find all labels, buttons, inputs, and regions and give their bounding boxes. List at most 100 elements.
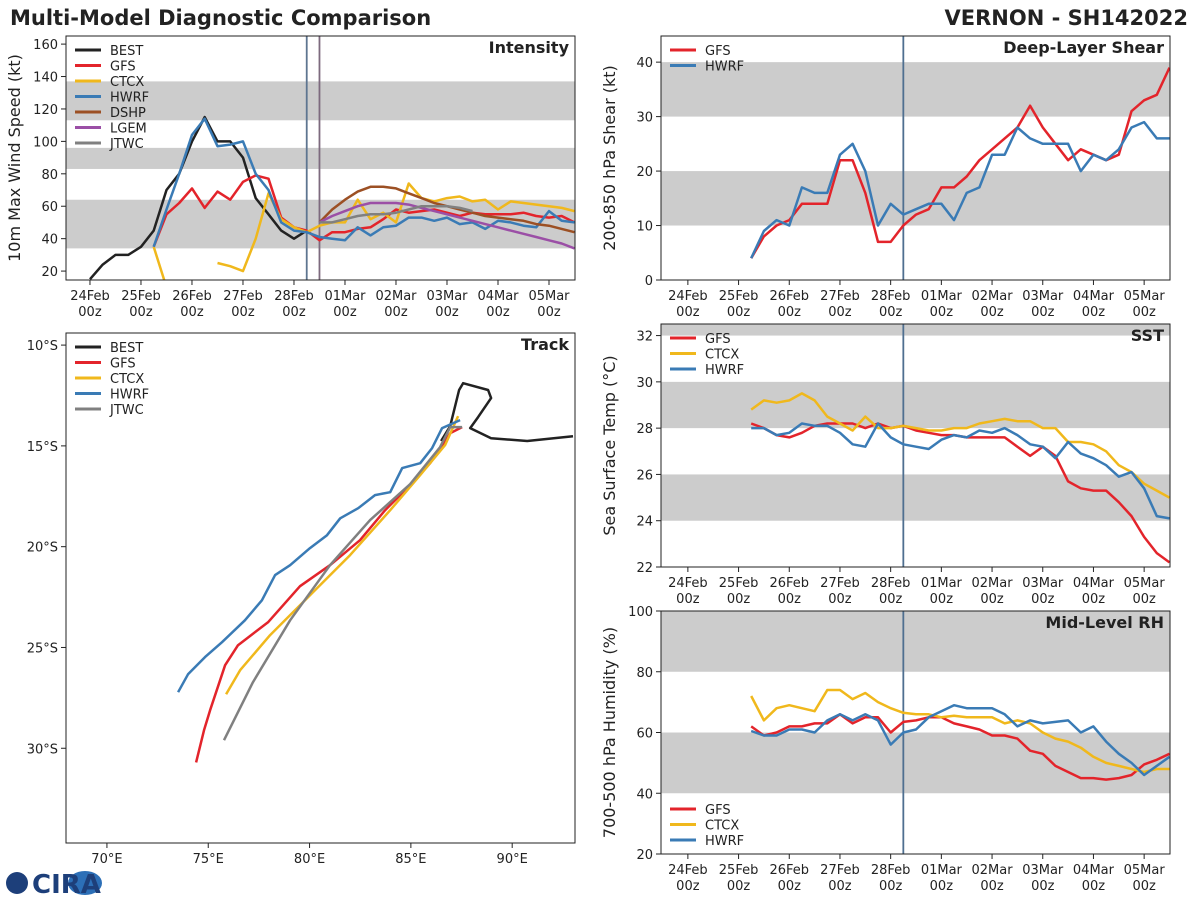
series-line xyxy=(750,703,1170,777)
x-tick-label: 01Mar 00z xyxy=(921,289,963,320)
legend-label: CTCX xyxy=(110,372,144,387)
logo-text: CIRA xyxy=(32,870,101,900)
band xyxy=(661,171,1170,226)
plot-area xyxy=(661,611,1170,854)
y-tick-label: 60 xyxy=(41,200,58,215)
legend-item: CTCX xyxy=(670,348,739,363)
legend-label: BEST xyxy=(110,341,143,356)
legend-item: BEST xyxy=(75,341,143,356)
x-tick-label: 80°E xyxy=(294,852,325,867)
x-tick-label: 01Mar 00z xyxy=(921,863,963,894)
x-tick-label: 25Feb 00z xyxy=(719,289,759,320)
band xyxy=(66,81,575,121)
y-tick-label: 25°S xyxy=(27,641,58,656)
legend-label: JTWC xyxy=(109,403,144,418)
storm-id: VERNON - SH142022 xyxy=(945,6,1188,30)
logo-globe xyxy=(6,872,28,894)
y-tick-label: 30°S xyxy=(27,742,58,757)
legend-item: CTCX xyxy=(670,819,739,834)
x-tick-label: 27Feb 00z xyxy=(820,289,860,320)
y-tick-label: 100 xyxy=(628,605,653,620)
panel: 24Feb 00z 25Feb 00z 26Feb 00z 27Feb 00z 28Feb 00z… xyxy=(5,35,576,320)
y-tick-label: 80 xyxy=(41,168,58,183)
legend-label: JTWC xyxy=(109,137,144,152)
y-tick-label: 28 xyxy=(636,422,653,437)
legend-label: DSHP xyxy=(110,106,146,121)
panel: 24Feb 00z 25Feb 00z 26Feb 00z 27Feb 00z 28Feb 00z… xyxy=(600,323,1171,607)
x-tick-label: 02Mar 00z xyxy=(972,576,1014,607)
x-tick-label: 05Mar 00z xyxy=(1124,863,1166,894)
legend-label: GFS xyxy=(705,332,731,347)
y-tick-label: 15°S xyxy=(27,440,58,455)
x-tick-label: 28Feb 00z xyxy=(871,576,911,607)
band xyxy=(66,147,575,169)
y-axis-label: 10m Max Wind Speed (kt) xyxy=(5,54,24,262)
page-title: Multi-Model Diagnostic Comparison xyxy=(10,6,431,30)
x-tick-label: 75°E xyxy=(193,852,224,867)
x-tick-label: 02Mar 00z xyxy=(972,863,1014,894)
legend-label: GFS xyxy=(110,60,136,75)
legend-label: HWRF xyxy=(705,363,744,378)
legend-label: CTCX xyxy=(705,819,739,834)
y-tick-label: 40 xyxy=(636,56,653,71)
legend-label: HWRF xyxy=(705,60,744,75)
y-axis-label: 700-500 hPa Humidity (%) xyxy=(600,627,619,838)
y-tick-label: 0 xyxy=(645,274,653,289)
y-tick-label: 22 xyxy=(636,561,653,576)
legend-label: HWRF xyxy=(110,388,149,403)
x-tick-label: 28Feb 00z xyxy=(871,863,911,894)
x-tick-label: 05Mar 00z xyxy=(528,289,570,320)
x-tick-label: 70°E xyxy=(91,852,122,867)
series-line xyxy=(194,425,463,763)
x-tick-label: 26Feb 00z xyxy=(769,289,809,320)
series-line xyxy=(750,120,1170,259)
x-tick-label: 24Feb 00z xyxy=(70,289,110,320)
panel-title: Track xyxy=(521,335,569,354)
y-tick-label: 60 xyxy=(636,727,653,742)
x-tick-label: 03Mar 00z xyxy=(1022,289,1064,320)
y-tick-label: 40 xyxy=(41,233,58,248)
band xyxy=(661,62,1170,117)
legend-label: CTCX xyxy=(110,75,144,90)
x-tick-label: 24Feb 00z xyxy=(668,863,708,894)
band xyxy=(661,732,1170,794)
x-tick-label: 04Mar 00z xyxy=(477,289,519,320)
y-tick-label: 30 xyxy=(636,376,653,391)
legend-item: GFS xyxy=(670,803,731,818)
x-tick-label: 28Feb 00z xyxy=(274,289,314,320)
legend-item: DSHP xyxy=(75,106,146,121)
series-line xyxy=(152,117,575,248)
y-axis-label: 200-850 hPa Shear (kt) xyxy=(600,65,619,251)
band xyxy=(661,611,1170,672)
x-tick-label: 24Feb 00z xyxy=(668,289,708,320)
y-tick-label: 140 xyxy=(33,71,58,86)
panel-title: Deep-Layer Shear xyxy=(1003,38,1164,57)
panel: 24Feb 00z 25Feb 00z 26Feb 00z 27Feb 00z 28Feb 00z… xyxy=(600,35,1171,320)
series-line xyxy=(750,713,1170,781)
x-tick-label: 04Mar 00z xyxy=(1073,289,1115,320)
x-tick-label: 04Mar 00z xyxy=(1073,863,1115,894)
frame xyxy=(65,332,576,844)
x-tick-label: 26Feb 00z xyxy=(769,576,809,607)
legend-item: CTCX xyxy=(75,372,144,387)
legend-item: LGEM xyxy=(75,122,147,137)
legend-item: HWRF xyxy=(75,91,149,106)
legend-item: GFS xyxy=(75,60,136,75)
y-tick-label: 100 xyxy=(33,135,58,150)
legend-item: GFS xyxy=(75,357,136,372)
series-line xyxy=(750,688,1170,774)
y-tick-label: 20 xyxy=(636,165,653,180)
legend-item: HWRF xyxy=(670,60,744,75)
y-axis-label: Sea Surface Temp (°C) xyxy=(600,355,619,535)
x-tick-label: 85°E xyxy=(395,852,426,867)
series-line xyxy=(222,425,463,741)
legend-item: JTWC xyxy=(75,137,144,152)
x-tick-label: 03Mar 00z xyxy=(426,289,468,320)
frame xyxy=(65,35,576,281)
x-tick-label: 05Mar 00z xyxy=(1124,576,1166,607)
y-tick-label: 32 xyxy=(636,330,653,345)
legend-label: HWRF xyxy=(705,834,744,849)
x-tick-label: 04Mar 00z xyxy=(1073,576,1115,607)
panel-title: Mid-Level RH xyxy=(1045,613,1164,632)
